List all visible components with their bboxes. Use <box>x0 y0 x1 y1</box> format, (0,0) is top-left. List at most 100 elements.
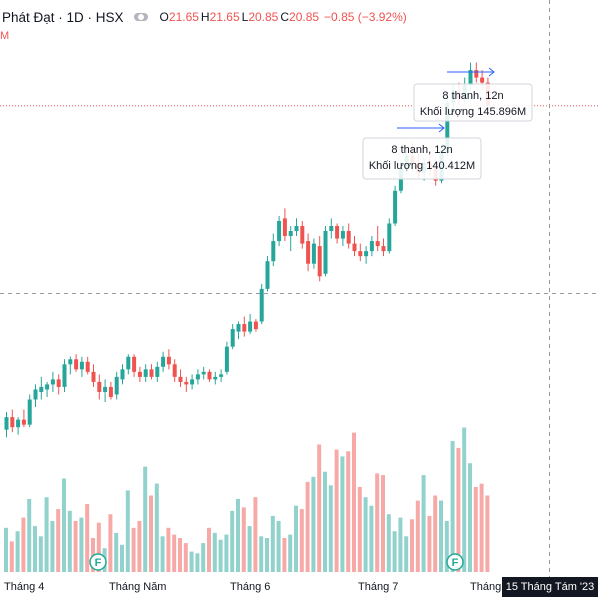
volume-bar <box>259 536 264 572</box>
volume-bar <box>96 522 101 572</box>
candle <box>161 356 166 367</box>
volume-bar <box>439 500 443 572</box>
candle <box>4 417 9 430</box>
volume-bar <box>381 475 385 572</box>
candle <box>27 399 32 425</box>
event-marker-icon[interactable] <box>89 553 107 571</box>
measure-box[interactable] <box>413 83 533 122</box>
candle <box>50 379 55 385</box>
measure-arrowhead <box>488 67 495 77</box>
volume-bar <box>33 526 37 572</box>
candle <box>178 376 183 382</box>
volume-bar <box>224 534 229 572</box>
volume-bar <box>485 495 490 572</box>
volume-bar <box>346 451 351 572</box>
candle <box>474 70 479 78</box>
candle <box>33 389 38 400</box>
x-axis-label: Tháng 6 <box>230 581 271 593</box>
measure-volume-text: Khối lượng 145.896M <box>420 106 526 118</box>
volume-bar <box>299 509 304 572</box>
measure-box[interactable] <box>362 137 482 180</box>
volume-bar <box>125 490 130 572</box>
volume-bar <box>38 536 43 572</box>
candle <box>393 190 398 224</box>
volume-bar <box>363 497 368 572</box>
visibility-eye-icon[interactable] <box>133 13 148 21</box>
volume-bar <box>247 526 252 572</box>
volume-bar <box>253 497 258 572</box>
left-scale-fragment: M <box>0 30 10 42</box>
volume-bar <box>340 456 345 572</box>
candle <box>277 220 282 242</box>
candle <box>311 243 316 264</box>
volume-bar <box>44 497 49 572</box>
change-value: −0.85 (−3.92%) <box>324 10 407 24</box>
volume-bar <box>427 515 432 572</box>
candle <box>445 102 450 154</box>
volume-bar <box>178 538 182 572</box>
candle <box>126 356 131 370</box>
volume-bar <box>183 543 188 572</box>
candle <box>300 225 305 244</box>
candle <box>340 231 345 239</box>
volume-bar <box>450 441 455 572</box>
candle <box>335 225 340 239</box>
candle <box>369 241 374 252</box>
volume-bar <box>334 449 339 572</box>
volume-bar <box>386 514 391 572</box>
volume-bar <box>160 536 165 572</box>
candle <box>91 371 96 382</box>
volume-bar <box>369 505 374 572</box>
x-axis-label: Tháng 4 <box>4 581 45 593</box>
candle <box>282 218 287 237</box>
symbol-title[interactable]: Phát Đạt · 1D · HSX <box>2 9 124 25</box>
measure-bars-text: 8 thanh, 12n <box>391 144 452 156</box>
volume-bar <box>154 483 159 572</box>
candle <box>358 251 363 257</box>
candle <box>149 369 154 377</box>
candle <box>248 321 253 332</box>
volume-bar <box>143 466 148 572</box>
candle <box>68 359 73 365</box>
candle <box>97 381 102 392</box>
candle <box>74 359 79 370</box>
close-value: 20.85 <box>289 10 320 24</box>
candle <box>468 70 473 86</box>
candle <box>114 376 119 395</box>
candle <box>184 381 189 385</box>
volume-bar <box>328 485 333 572</box>
candle <box>56 379 61 387</box>
crosshair-date-label: 15 Tháng Tám '23 <box>502 577 598 597</box>
candle <box>346 231 351 244</box>
candle <box>364 251 369 257</box>
volume-bar <box>241 507 246 572</box>
candle <box>10 417 15 428</box>
volume-bar <box>462 427 467 572</box>
event-marker-icon[interactable] <box>446 553 464 571</box>
volume-bar <box>444 521 449 572</box>
volume-bar <box>15 531 20 572</box>
open-value: 21.65 <box>168 10 199 24</box>
candle <box>155 366 160 377</box>
candle <box>352 243 357 252</box>
candle <box>45 384 50 390</box>
candle <box>21 419 26 425</box>
candle <box>143 369 148 377</box>
volume-bar <box>4 527 8 572</box>
candle <box>480 77 485 83</box>
measure-volume-text: Khối lượng 140.412M <box>369 160 475 172</box>
measure-arrowhead <box>438 123 445 133</box>
candle <box>201 371 206 375</box>
high-value: 21.65 <box>209 10 240 24</box>
volume-bar <box>479 483 484 572</box>
volume-bar <box>120 544 124 572</box>
candle <box>329 225 334 232</box>
volume-bar <box>392 531 397 572</box>
volume-bar <box>195 553 200 572</box>
candle <box>39 386 44 392</box>
volume-bar <box>317 444 322 572</box>
volume-bar <box>85 504 90 572</box>
volume-bar <box>56 509 61 572</box>
